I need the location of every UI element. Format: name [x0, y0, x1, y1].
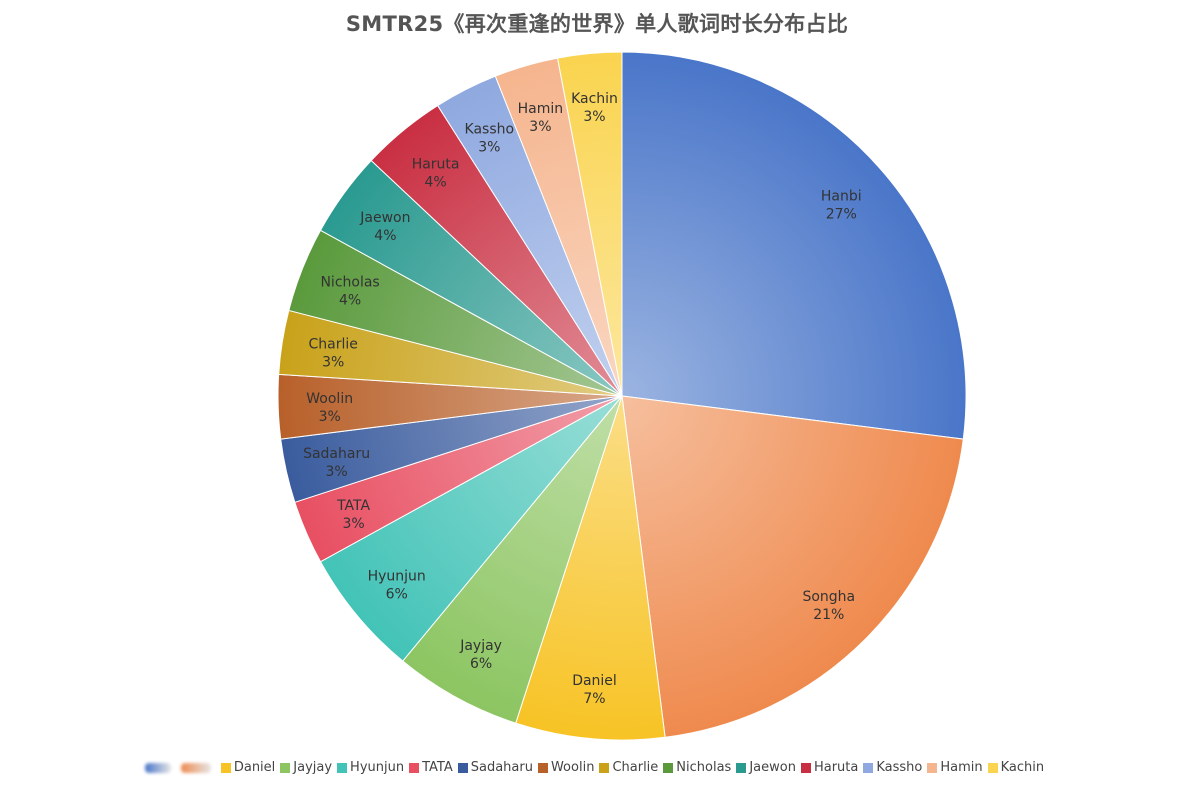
- legend-label: Jayjay: [293, 760, 333, 775]
- slice-percent-hyunjun: 6%: [386, 586, 408, 602]
- legend-item-hamin: Hamin: [927, 760, 983, 775]
- legend-swatch: [220, 762, 231, 773]
- chart-legend: Daniel Jayjay Hyunjun TATA Sadaharu Woolin Cha…: [0, 760, 1194, 775]
- legend-swatch: [663, 762, 674, 773]
- slice-label-sadaharu: Sadaharu: [303, 446, 370, 462]
- slice-percent-sadaharu: 3%: [325, 464, 347, 480]
- slice-label-jaewon: Jaewon: [359, 210, 410, 226]
- pie-slice-jayjay: [402, 395, 623, 724]
- slice-percent-jaewon: 4%: [374, 228, 396, 244]
- slice-label-kassho: Kassho: [465, 122, 515, 138]
- legend-swatch: [537, 762, 548, 773]
- chart-title: SMTR25《再次重逢的世界》单人歌词时长分布占比: [345, 12, 849, 36]
- legend-swatch: [736, 762, 747, 773]
- legend-label: Hamin: [940, 760, 983, 775]
- legend-item-sadaharu: Sadaharu: [457, 760, 533, 775]
- slice-percent-jayjay: 6%: [470, 656, 492, 672]
- slice-label-kachin: Kachin: [571, 91, 618, 107]
- legend-item-jayjay: Jayjay: [280, 760, 332, 775]
- legend-swatch: [280, 762, 291, 773]
- legend-item-tata: TATA: [409, 760, 453, 775]
- pie-slice-kachin: [556, 51, 623, 397]
- legend-label: Kachin: [1000, 760, 1045, 775]
- legend-label: Kassho: [876, 760, 923, 775]
- legend-entry-obscured: [180, 762, 211, 773]
- legend-item-kassho: Kassho: [863, 760, 922, 775]
- slice-percent-tata: 3%: [342, 516, 364, 532]
- slice-label-daniel: Daniel: [572, 673, 617, 689]
- slice-percent-daniel: 7%: [583, 691, 605, 707]
- slice-percent-woolin: 3%: [319, 409, 341, 425]
- legend-item-nicholas: Nicholas: [663, 760, 731, 775]
- legend-item-hyunjun: Hyunjun: [337, 760, 404, 775]
- slice-percent-songha: 21%: [813, 607, 844, 623]
- pie-slice-hanbi: [621, 51, 967, 440]
- legend-swatch: [457, 762, 468, 773]
- pie-slice-songha: [621, 395, 964, 738]
- slice-label-charlie: Charlie: [309, 336, 358, 352]
- slice-label-songha: Songha: [802, 589, 855, 605]
- legend-label: Woolin: [550, 760, 595, 775]
- legend-swatch: [337, 762, 348, 773]
- legend-swatch: [599, 762, 610, 773]
- legend-label: Sadaharu: [470, 760, 533, 775]
- legend-label: Jaewon: [749, 760, 796, 775]
- legend-swatch: [987, 762, 998, 773]
- slice-percent-charlie: 3%: [322, 354, 344, 370]
- slice-percent-nicholas: 4%: [339, 292, 361, 308]
- legend-item-haruta: Haruta: [800, 760, 859, 775]
- pie-chart: Hanbi 27% Songha 21% Daniel 7% Jayjay 6% Hyunjun…: [277, 51, 967, 741]
- legend-label: Haruta: [813, 760, 859, 775]
- legend-swatch: [863, 762, 874, 773]
- legend-label: Nicholas: [676, 760, 732, 775]
- slice-percent-haruta: 4%: [424, 175, 446, 191]
- pie-slice-hyunjun: [319, 395, 623, 662]
- legend-swatch: [409, 762, 420, 773]
- legend-label: Daniel: [233, 760, 276, 775]
- pie-slice-daniel: [515, 395, 666, 741]
- legend-swatch: [927, 762, 938, 773]
- legend-item-woolin: Woolin: [537, 760, 595, 775]
- slice-label-woolin: Woolin: [306, 391, 353, 407]
- legend-item-jaewon: Jaewon: [736, 760, 796, 775]
- slice-label-hyunjun: Hyunjun: [368, 568, 426, 584]
- slice-label-jayjay: Jayjay: [459, 638, 502, 654]
- legend-item-kachin: Kachin: [987, 760, 1045, 775]
- legend-entry-obscured: [144, 762, 171, 773]
- legend-label: Hyunjun: [350, 760, 405, 775]
- slice-label-tata: TATA: [336, 498, 370, 514]
- slice-label-haruta: Haruta: [412, 157, 460, 173]
- legend-item-daniel: Daniel: [220, 760, 276, 775]
- legend-label: TATA: [422, 760, 453, 775]
- slice-label-nicholas: Nicholas: [320, 274, 379, 290]
- slice-label-hamin: Hamin: [518, 101, 564, 117]
- legend-swatch: [800, 762, 811, 773]
- slice-percent-kassho: 3%: [478, 140, 500, 156]
- slice-percent-hanbi: 27%: [826, 207, 857, 223]
- slice-label-hanbi: Hanbi: [821, 189, 862, 205]
- legend-item-charlie: Charlie: [599, 760, 658, 775]
- slice-percent-hamin: 3%: [529, 119, 551, 135]
- legend-label: Charlie: [612, 760, 659, 775]
- slice-percent-kachin: 3%: [583, 109, 605, 125]
